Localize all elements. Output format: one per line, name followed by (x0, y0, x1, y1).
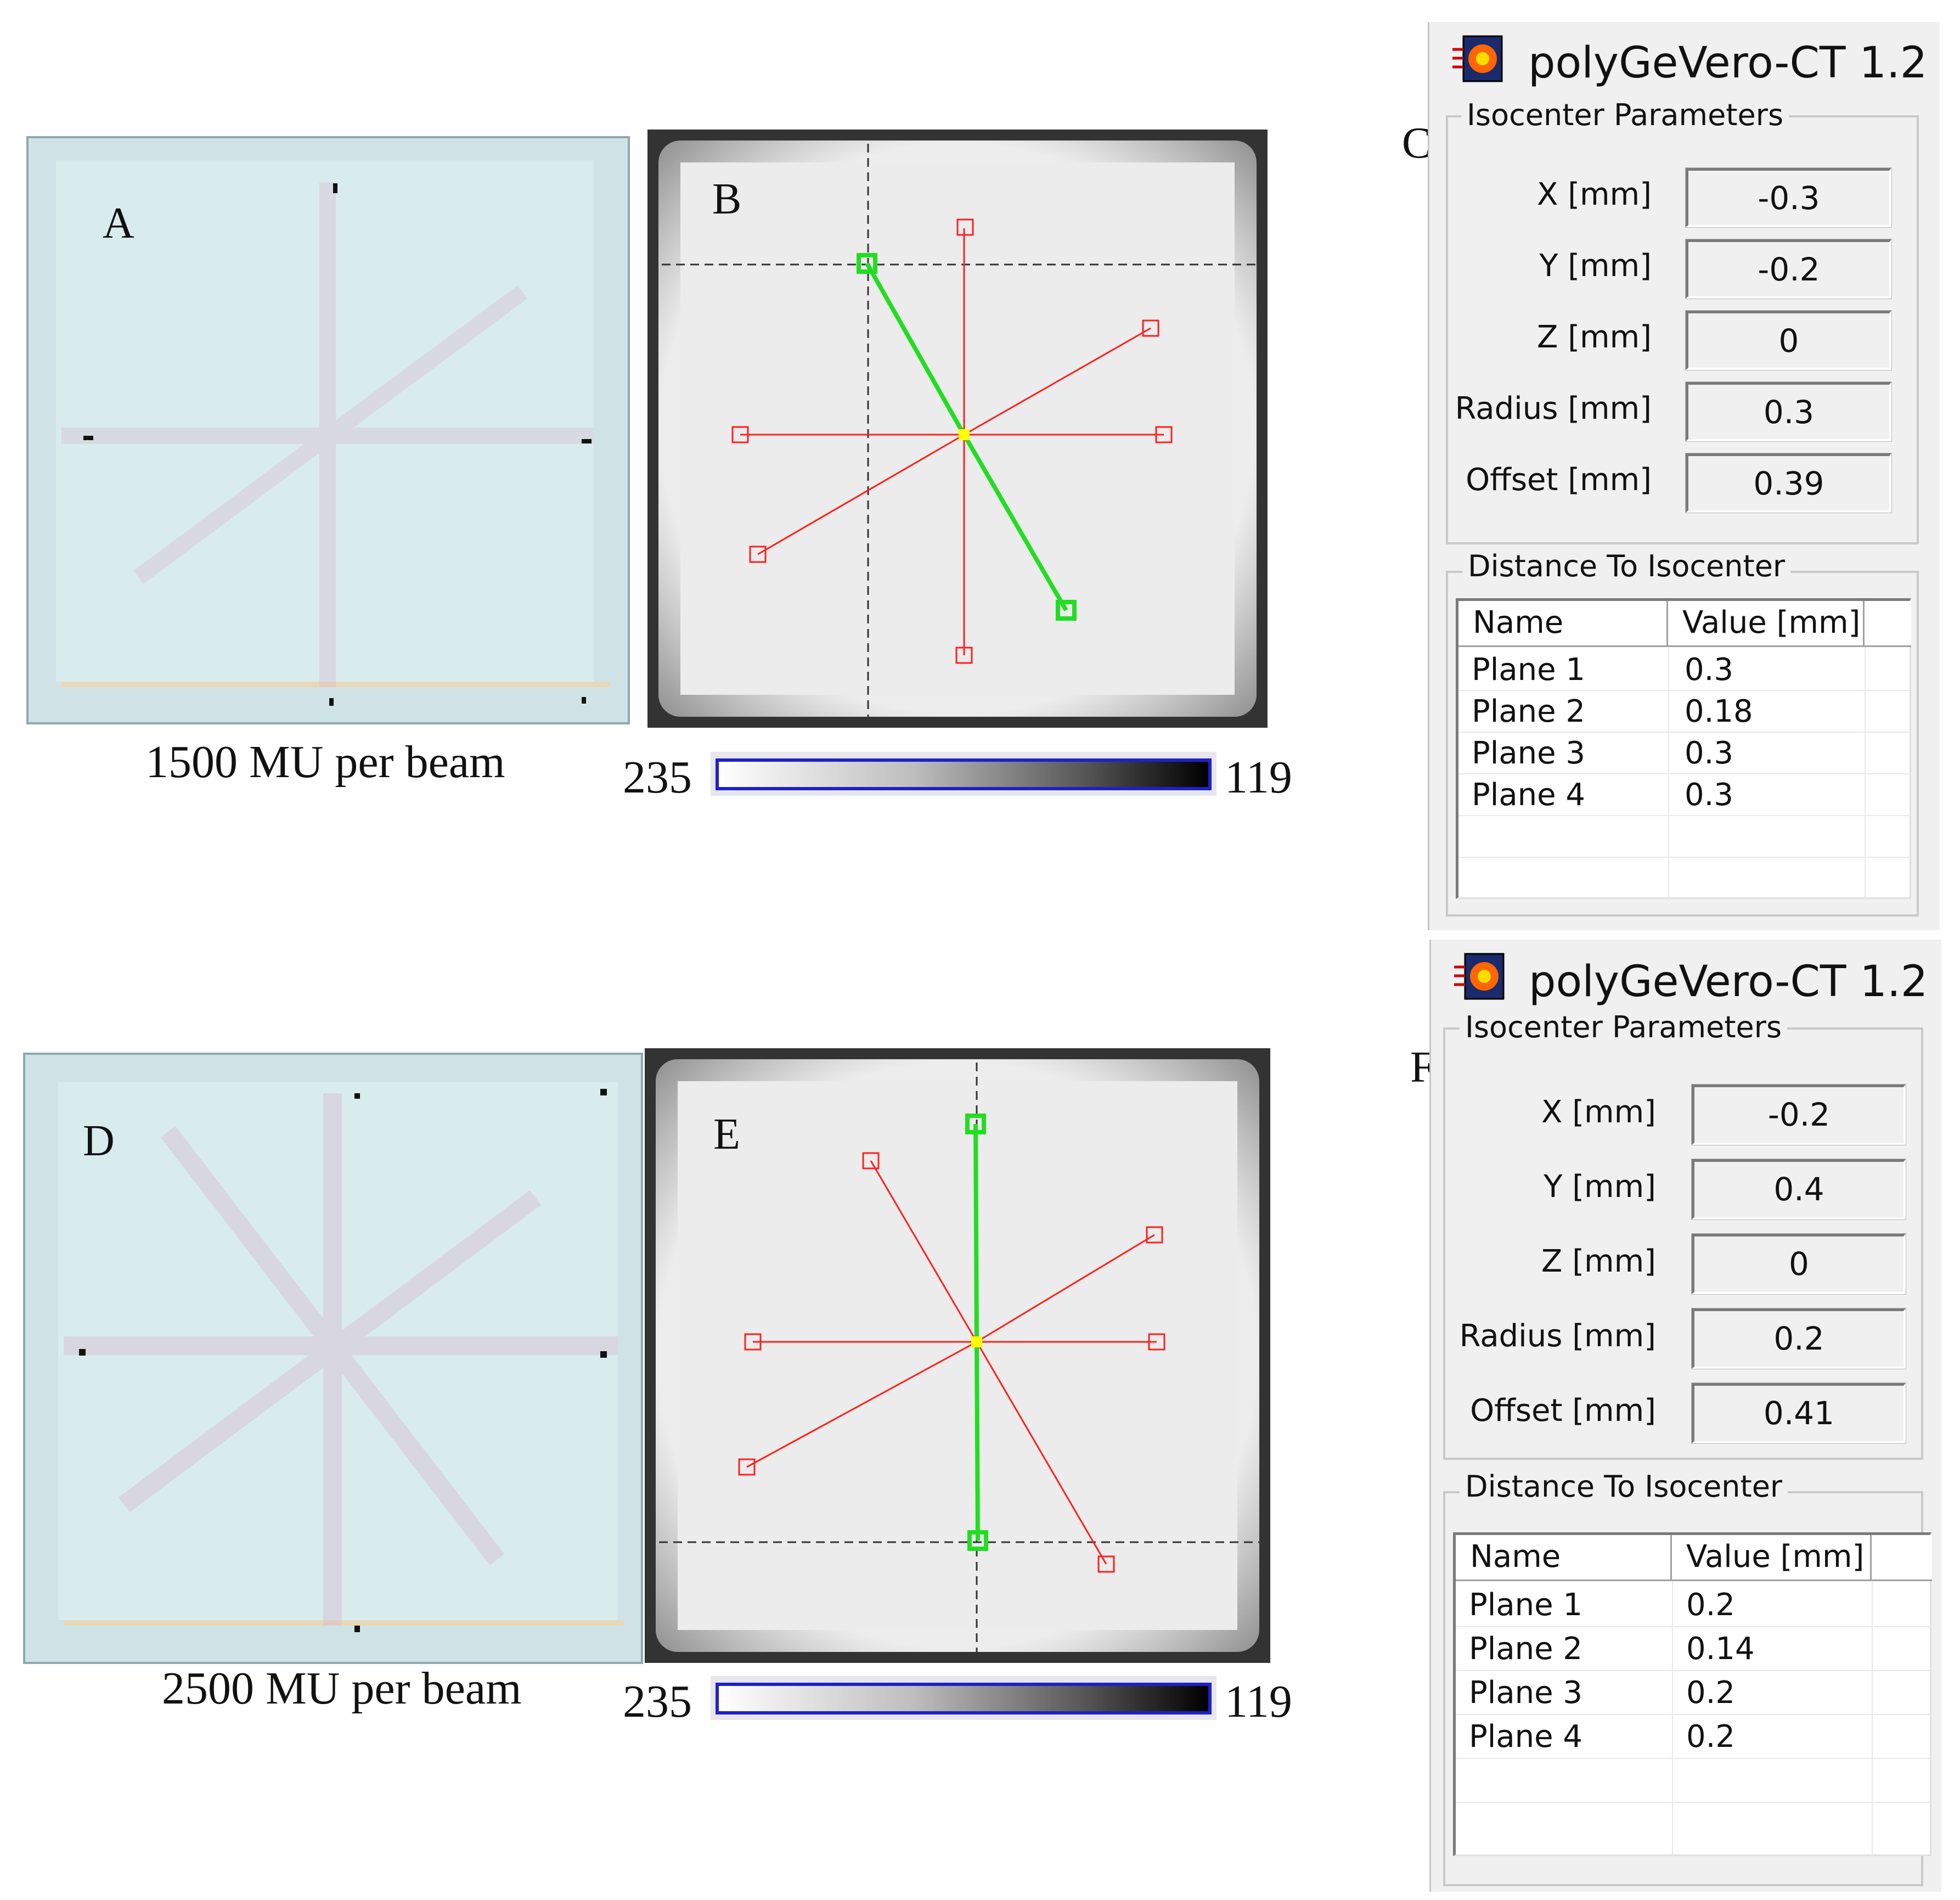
app-icon (1452, 35, 1503, 82)
z-label: Z [mm] (1541, 1244, 1656, 1279)
column-header-empty (1865, 601, 1911, 647)
dialog-title: polyGeVero-CT 1.2 (1529, 957, 1928, 1007)
y-label: Y [mm] (1539, 248, 1652, 284)
distance-list[interactable]: Name Value [mm] Plane 1 0.2 Plane 2 0.14… (1453, 1532, 1932, 1856)
z-field[interactable]: 0 (1691, 1233, 1906, 1295)
panel-label-d: D (83, 1117, 115, 1165)
offset-field[interactable]: 0.41 (1691, 1382, 1906, 1444)
list-item-name[interactable]: Plane 3 (1472, 735, 1586, 771)
list-item-name[interactable]: Plane 2 (1472, 694, 1586, 729)
film-photo-1500mu: A (26, 136, 630, 724)
isocenter-parameters-title: Isocenter Parameters (1461, 98, 1789, 132)
list-item-value: 0.2 (1686, 1675, 1736, 1711)
x-field[interactable]: -0.2 (1691, 1084, 1906, 1145)
app-icon (1454, 953, 1505, 1000)
colorbar-max-label: 119 (1225, 1676, 1292, 1727)
z-label: Z [mm] (1537, 319, 1652, 355)
analysis-image-2500mu[interactable]: E (645, 1048, 1270, 1663)
film-photo-2500mu: D (23, 1053, 643, 1664)
distance-to-isocenter-title: Distance To Isocenter (1462, 549, 1791, 583)
list-item-value: 0.2 (1686, 1719, 1736, 1755)
y-field[interactable]: -0.2 (1685, 239, 1892, 299)
x-field[interactable]: -0.3 (1685, 167, 1892, 228)
list-item-value: 0.3 (1685, 777, 1734, 813)
dialog-bottom: polyGeVero-CT 1.2 Isocenter Parameters X… (1429, 940, 1941, 1892)
list-item-value: 0.14 (1686, 1631, 1755, 1667)
colorbar-max-label: 119 (1225, 752, 1292, 803)
list-item-name[interactable]: Plane 1 (1472, 652, 1586, 688)
column-header-value[interactable]: Value [mm] (1672, 1535, 1872, 1581)
radius-label: Radius [mm] (1459, 1318, 1656, 1354)
colorbar-min-label: 235 (623, 1676, 692, 1727)
caption-2500mu: 2500 MU per beam (162, 1663, 522, 1714)
x-label: X [mm] (1541, 1094, 1656, 1130)
y-field[interactable]: 0.4 (1691, 1159, 1906, 1220)
distance-to-isocenter-title: Distance To Isocenter (1460, 1469, 1788, 1504)
column-header-value[interactable]: Value [mm] (1668, 601, 1865, 647)
offset-label: Offset [mm] (1470, 1393, 1656, 1429)
colorbar-min-label: 235 (623, 752, 692, 803)
z-field[interactable]: 0 (1685, 310, 1892, 370)
film-marks (64, 1089, 618, 1632)
radius-field[interactable]: 0.2 (1691, 1308, 1906, 1369)
colorbar[interactable] (716, 758, 1212, 790)
offset-field[interactable]: 0.39 (1685, 453, 1892, 513)
x-label: X [mm] (1537, 177, 1652, 212)
panel-label-e: E (713, 1110, 740, 1159)
dialog-title: polyGeVero-CT 1.2 (1528, 38, 1928, 88)
caption-1500mu: 1500 MU per beam (145, 737, 505, 788)
star-shot-overlay (647, 130, 1268, 728)
column-header-name[interactable]: Name (1458, 601, 1668, 647)
list-item-name[interactable]: Plane 4 (1472, 777, 1586, 813)
panel-label-c: C (1402, 119, 1432, 167)
colorbar[interactable] (716, 1683, 1212, 1715)
radius-label: Radius [mm] (1455, 391, 1652, 426)
film-marks (61, 182, 594, 706)
dialog-top: polyGeVero-CT 1.2 Isocenter Parameters X… (1428, 22, 1940, 930)
list-item-value: 0.3 (1685, 735, 1734, 771)
list-item-value: 0.2 (1686, 1587, 1736, 1623)
list-item-value: 0.18 (1685, 694, 1753, 729)
distance-list[interactable]: Name Value [mm] Plane 1 0.3 Plane 2 0.18… (1456, 598, 1911, 900)
offset-label: Offset [mm] (1466, 462, 1652, 498)
panel-label-a: A (103, 199, 134, 248)
list-item-name[interactable]: Plane 2 (1469, 1631, 1583, 1667)
isocenter-parameters-title: Isocenter Parameters (1460, 1010, 1788, 1044)
column-header-empty (1872, 1535, 1932, 1581)
column-header-name[interactable]: Name (1456, 1535, 1672, 1581)
analysis-image-1500mu[interactable]: B (647, 130, 1268, 728)
star-shot-overlay (645, 1048, 1270, 1663)
panel-label-b: B (712, 175, 742, 223)
y-label: Y [mm] (1544, 1169, 1656, 1205)
list-item-name[interactable]: Plane 3 (1469, 1675, 1583, 1711)
list-item-name[interactable]: Plane 4 (1469, 1719, 1583, 1755)
list-item-name[interactable]: Plane 1 (1469, 1587, 1583, 1623)
radius-field[interactable]: 0.3 (1685, 381, 1892, 442)
list-item-value: 0.3 (1685, 652, 1734, 688)
